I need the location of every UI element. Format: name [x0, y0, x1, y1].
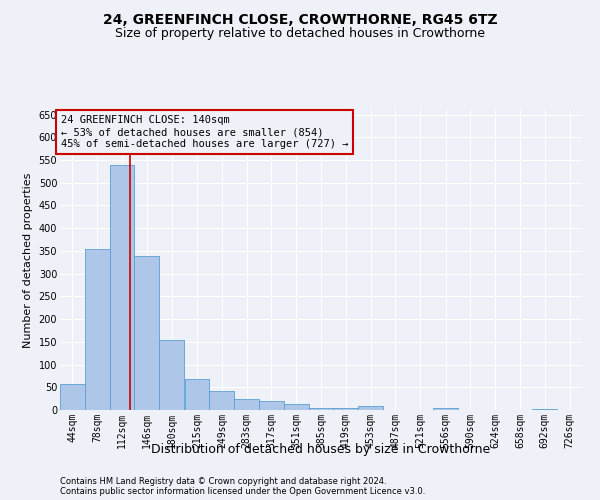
Text: 24 GREENFINCH CLOSE: 140sqm
← 53% of detached houses are smaller (854)
45% of se: 24 GREENFINCH CLOSE: 140sqm ← 53% of det… — [61, 116, 348, 148]
Bar — [185, 379, 209, 410]
Text: Contains public sector information licensed under the Open Government Licence v3: Contains public sector information licen… — [60, 488, 425, 496]
Bar — [134, 256, 159, 410]
Text: 24, GREENFINCH CLOSE, CROWTHORNE, RG45 6TZ: 24, GREENFINCH CLOSE, CROWTHORNE, RG45 6… — [103, 12, 497, 26]
Text: Size of property relative to detached houses in Crowthorne: Size of property relative to detached ho… — [115, 28, 485, 40]
Text: Contains HM Land Registry data © Crown copyright and database right 2024.: Contains HM Land Registry data © Crown c… — [60, 478, 386, 486]
Bar — [334, 408, 358, 410]
Bar — [159, 340, 184, 410]
Text: Distribution of detached houses by size in Crowthorne: Distribution of detached houses by size … — [151, 442, 491, 456]
Bar — [209, 391, 234, 410]
Bar — [110, 166, 134, 410]
Bar — [85, 248, 110, 410]
Bar — [308, 408, 334, 410]
Bar — [358, 406, 383, 410]
Bar — [259, 402, 284, 410]
Bar — [433, 408, 458, 410]
Bar — [532, 408, 557, 410]
Bar — [234, 398, 259, 410]
Bar — [60, 384, 85, 410]
Y-axis label: Number of detached properties: Number of detached properties — [23, 172, 33, 348]
Bar — [284, 404, 308, 410]
